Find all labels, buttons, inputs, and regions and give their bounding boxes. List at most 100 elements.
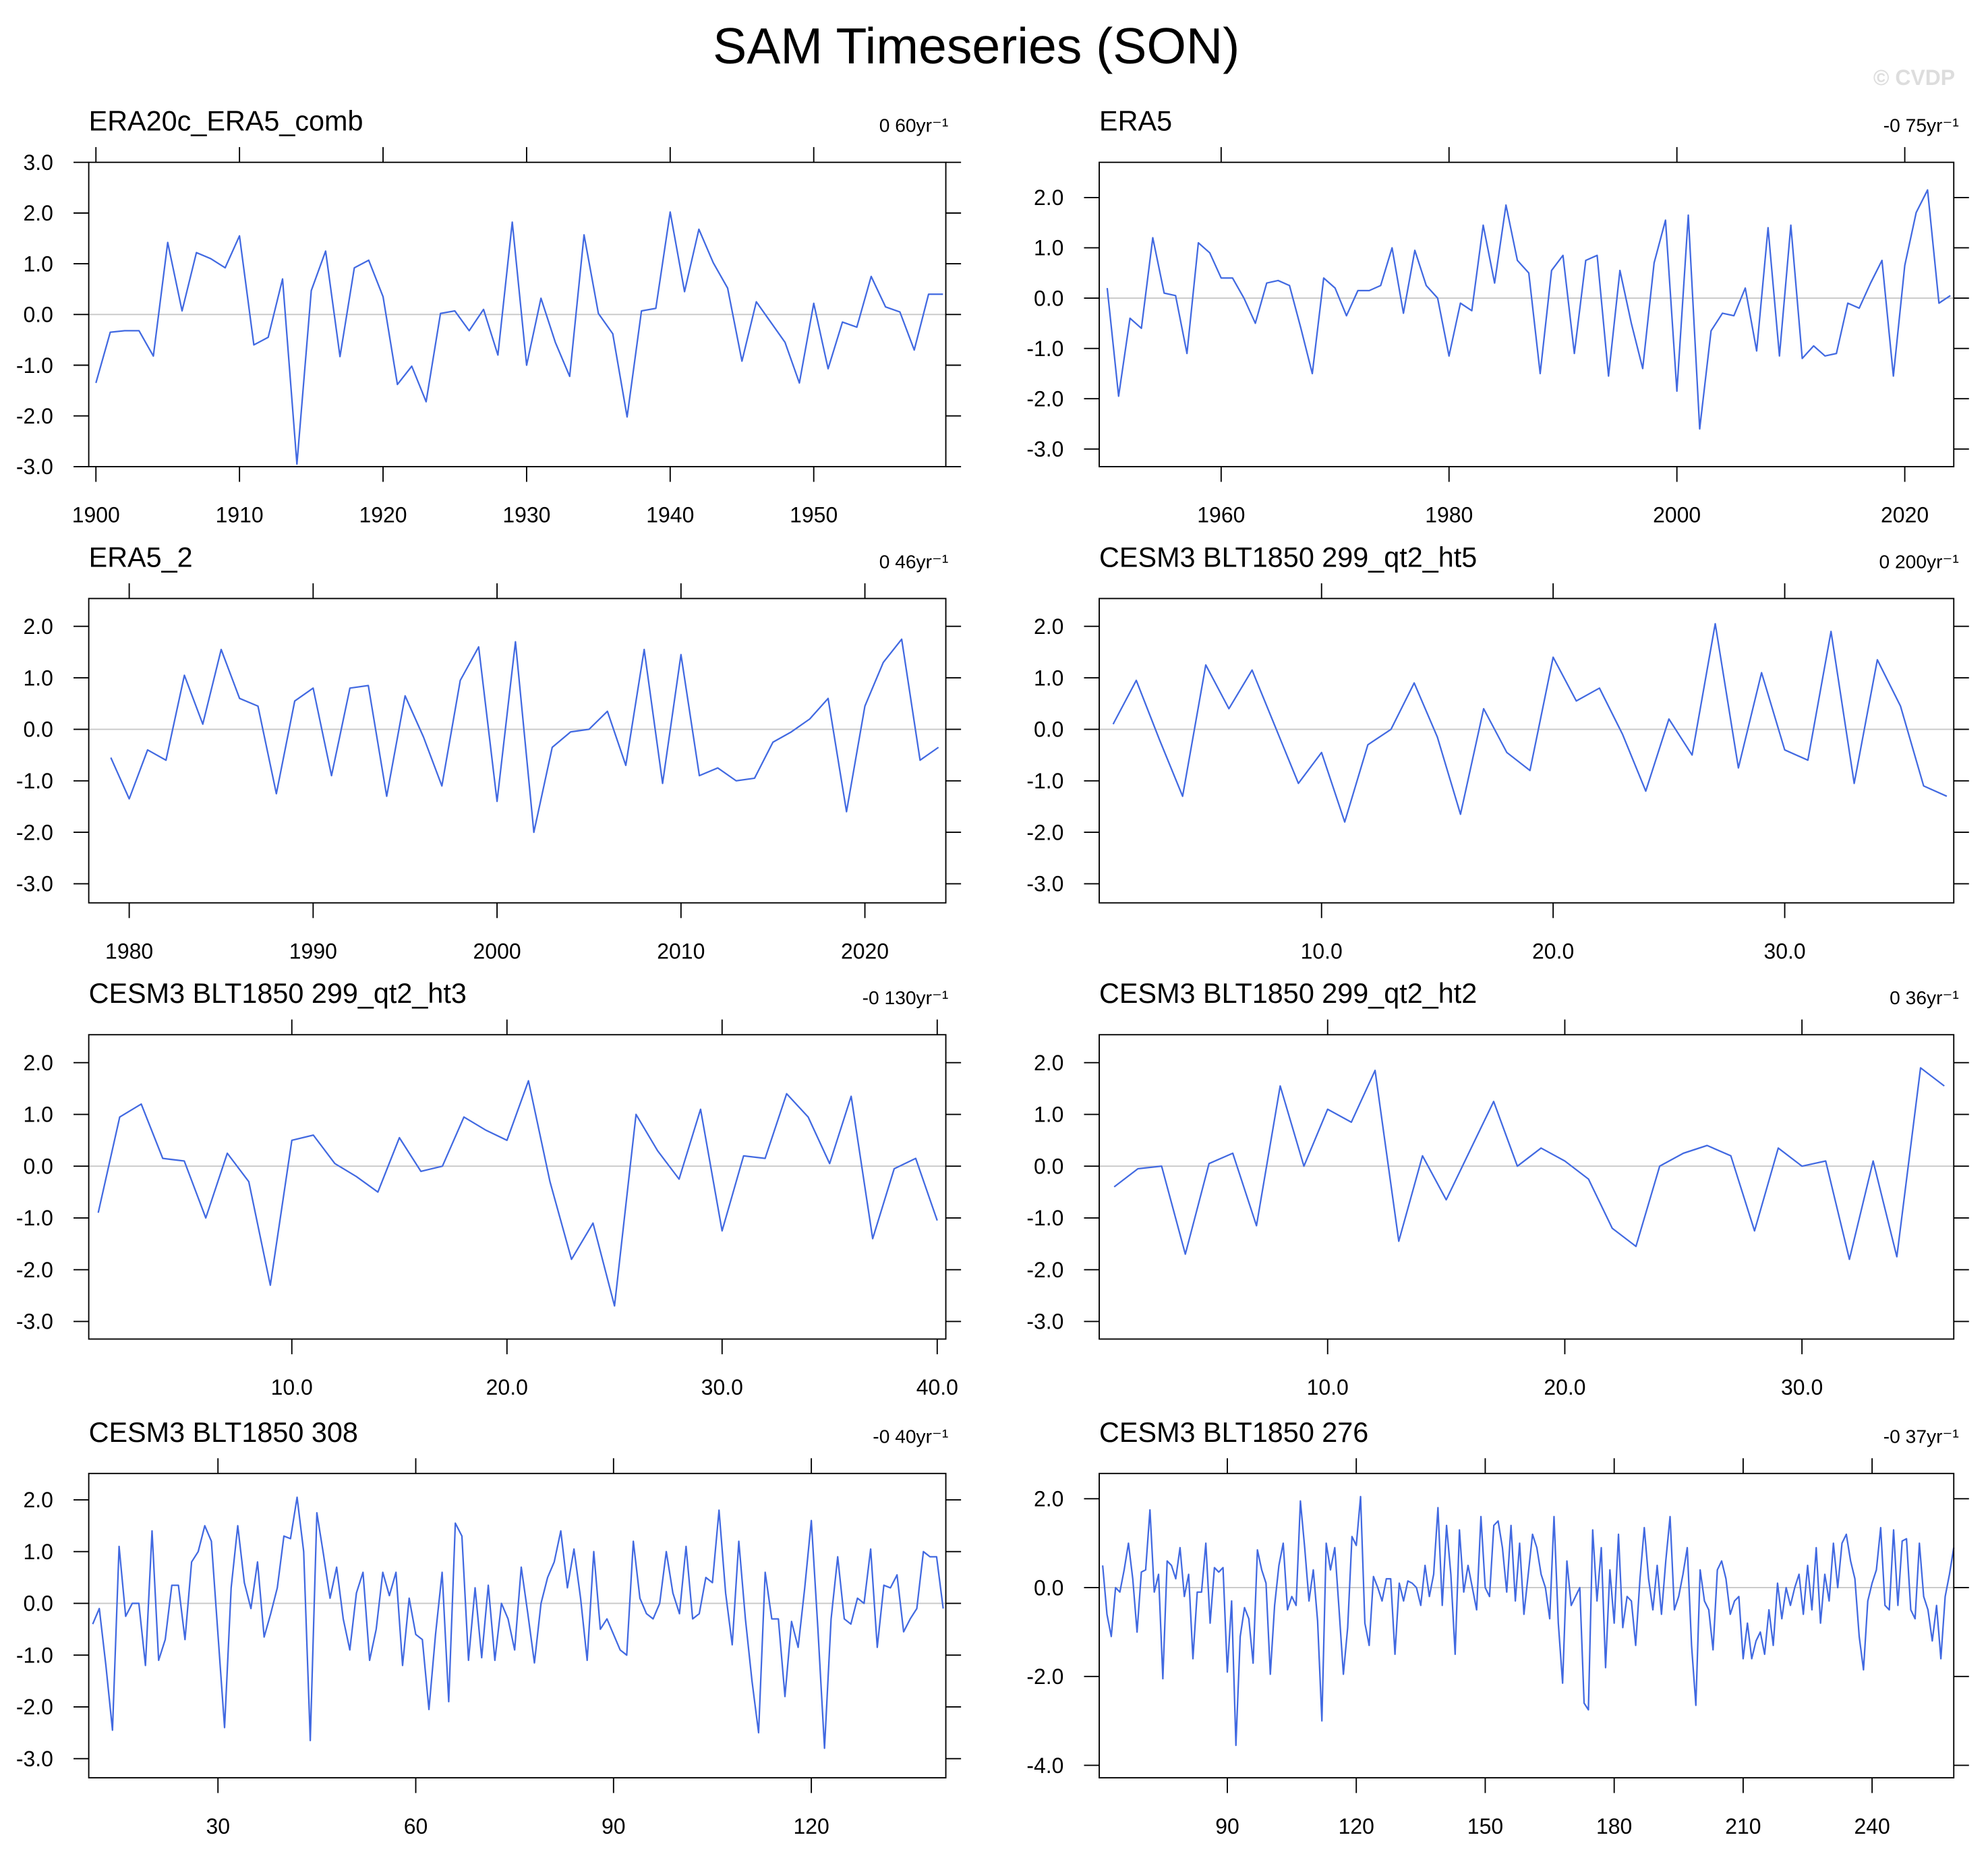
y-tick-label: -3.0: [1026, 872, 1063, 896]
y-tick-label: 0.0: [24, 1154, 53, 1178]
x-tick-label: 1950: [790, 503, 838, 527]
plot-frame: [1099, 598, 1955, 904]
x-tick-label: 2020: [1881, 503, 1929, 527]
y-tick-label: -3.0: [1026, 1310, 1063, 1334]
x-tick-label: 2000: [1653, 503, 1701, 527]
trend-annotation: 0 46yr⁻¹: [879, 550, 949, 572]
y-tick-label: 1.0: [1034, 236, 1063, 260]
trend-annotation: -0 75yr⁻¹: [1883, 115, 1959, 136]
y-tick-label: 2.0: [1034, 185, 1063, 210]
y-tick-label: 1.0: [24, 1540, 53, 1564]
y-tick-label: -1.0: [16, 1643, 53, 1667]
x-tick-label: 120: [1339, 1814, 1374, 1838]
panel-title: ERA20c_ERA5_comb: [89, 106, 363, 137]
y-tick-label: 0.0: [1034, 286, 1063, 310]
plot-frame: [88, 161, 947, 467]
x-tick-label: 90: [602, 1814, 626, 1838]
y-tick-label: -1.0: [1026, 769, 1063, 793]
y-tick-label: -1.0: [16, 353, 53, 378]
y-tick-label: -2.0: [16, 404, 53, 428]
y-tick-label: -1.0: [1026, 337, 1063, 361]
data-line: [97, 1080, 938, 1307]
plot-frame: [88, 1034, 947, 1340]
y-tick-label: 0.0: [1034, 1575, 1063, 1600]
x-tick-label: 150: [1467, 1814, 1503, 1838]
x-tick-label: 20.0: [1532, 939, 1574, 963]
panel-title: CESM3 BLT1850 299_qt2_ht2: [1099, 978, 1477, 1009]
y-tick-label: -3.0: [16, 1310, 53, 1334]
x-tick-label: 1940: [646, 503, 694, 527]
x-tick-label: 240: [1854, 1814, 1890, 1838]
x-tick-label: 20.0: [1544, 1375, 1585, 1399]
panel-title: CESM3 BLT1850 299_qt2_ht3: [89, 978, 467, 1009]
trend-annotation: 0 60yr⁻¹: [879, 115, 949, 136]
y-tick-label: 1.0: [24, 1103, 53, 1127]
plot-frame: [1099, 1472, 1955, 1778]
panel-title: CESM3 BLT1850 299_qt2_ht5: [1099, 542, 1477, 573]
data-line: [1112, 622, 1948, 823]
y-tick-label: 3.0: [24, 150, 53, 175]
x-tick-label: 2020: [841, 939, 889, 963]
y-tick-label: -2.0: [16, 1695, 53, 1719]
y-tick-label: 0.0: [24, 718, 53, 742]
y-tick-label: 2.0: [24, 614, 53, 639]
x-tick-label: 2010: [657, 939, 705, 963]
y-tick-label: -1.0: [16, 769, 53, 793]
y-tick-label: 2.0: [24, 1051, 53, 1075]
x-tick-label: 60: [404, 1814, 428, 1838]
x-tick-label: 10.0: [271, 1375, 313, 1399]
x-tick-label: 20.0: [486, 1375, 528, 1399]
x-tick-label: 40.0: [916, 1375, 958, 1399]
watermark: © CVDP: [1873, 65, 1955, 90]
x-tick-label: 1960: [1197, 503, 1245, 527]
trend-annotation: 0 36yr⁻¹: [1890, 987, 1959, 1008]
x-tick-label: 1980: [105, 939, 153, 963]
trend-annotation: -0 130yr⁻¹: [863, 987, 949, 1008]
y-tick-label: 1.0: [24, 252, 53, 276]
data-line: [1113, 1067, 1945, 1260]
data-line: [95, 211, 943, 465]
plot-frame: [88, 1472, 947, 1778]
x-tick-label: 1920: [359, 503, 407, 527]
x-tick-label: 10.0: [1301, 939, 1343, 963]
y-tick-label: 0.0: [1034, 1154, 1063, 1178]
y-tick-label: -2.0: [16, 1258, 53, 1282]
y-tick-label: -2.0: [1026, 1258, 1063, 1282]
panel-title: CESM3 BLT1850 308: [89, 1417, 358, 1448]
plot-frame: [88, 598, 947, 904]
y-tick-label: -2.0: [16, 820, 53, 844]
y-tick-label: 0.0: [24, 303, 53, 327]
x-tick-label: 30: [206, 1814, 230, 1838]
data-line: [1102, 1495, 1955, 1747]
y-tick-label: 2.0: [24, 1488, 53, 1512]
x-tick-label: 10.0: [1307, 1375, 1349, 1399]
y-tick-label: -1.0: [16, 1206, 53, 1230]
y-tick-label: -2.0: [1026, 820, 1063, 844]
data-line: [92, 1496, 944, 1749]
x-tick-label: 1990: [289, 939, 337, 963]
panel-title: ERA5: [1099, 106, 1172, 137]
y-tick-label: -1.0: [1026, 1206, 1063, 1230]
page-title: SAM Timeseries (SON): [713, 18, 1239, 74]
x-tick-label: 1900: [72, 503, 120, 527]
x-tick-label: 120: [793, 1814, 829, 1838]
y-tick-label: 1.0: [1034, 666, 1063, 690]
panel-title: CESM3 BLT1850 276: [1099, 1417, 1368, 1448]
y-tick-label: -3.0: [16, 872, 53, 896]
y-tick-label: 1.0: [1034, 1103, 1063, 1127]
y-tick-label: 1.0: [24, 666, 53, 690]
y-tick-label: -2.0: [1026, 1664, 1063, 1689]
data-line: [110, 638, 939, 834]
x-tick-label: 180: [1596, 1814, 1632, 1838]
x-tick-label: 90: [1215, 1814, 1239, 1838]
y-tick-label: -3.0: [16, 1747, 53, 1771]
x-tick-label: 30.0: [1763, 939, 1805, 963]
y-tick-label: -3.0: [1026, 437, 1063, 461]
y-tick-label: 2.0: [1034, 1487, 1063, 1511]
trend-annotation: -0 40yr⁻¹: [873, 1426, 948, 1447]
plot-frame: [1099, 161, 1955, 467]
y-tick-label: 2.0: [1034, 614, 1063, 639]
data-line: [1106, 189, 1951, 430]
